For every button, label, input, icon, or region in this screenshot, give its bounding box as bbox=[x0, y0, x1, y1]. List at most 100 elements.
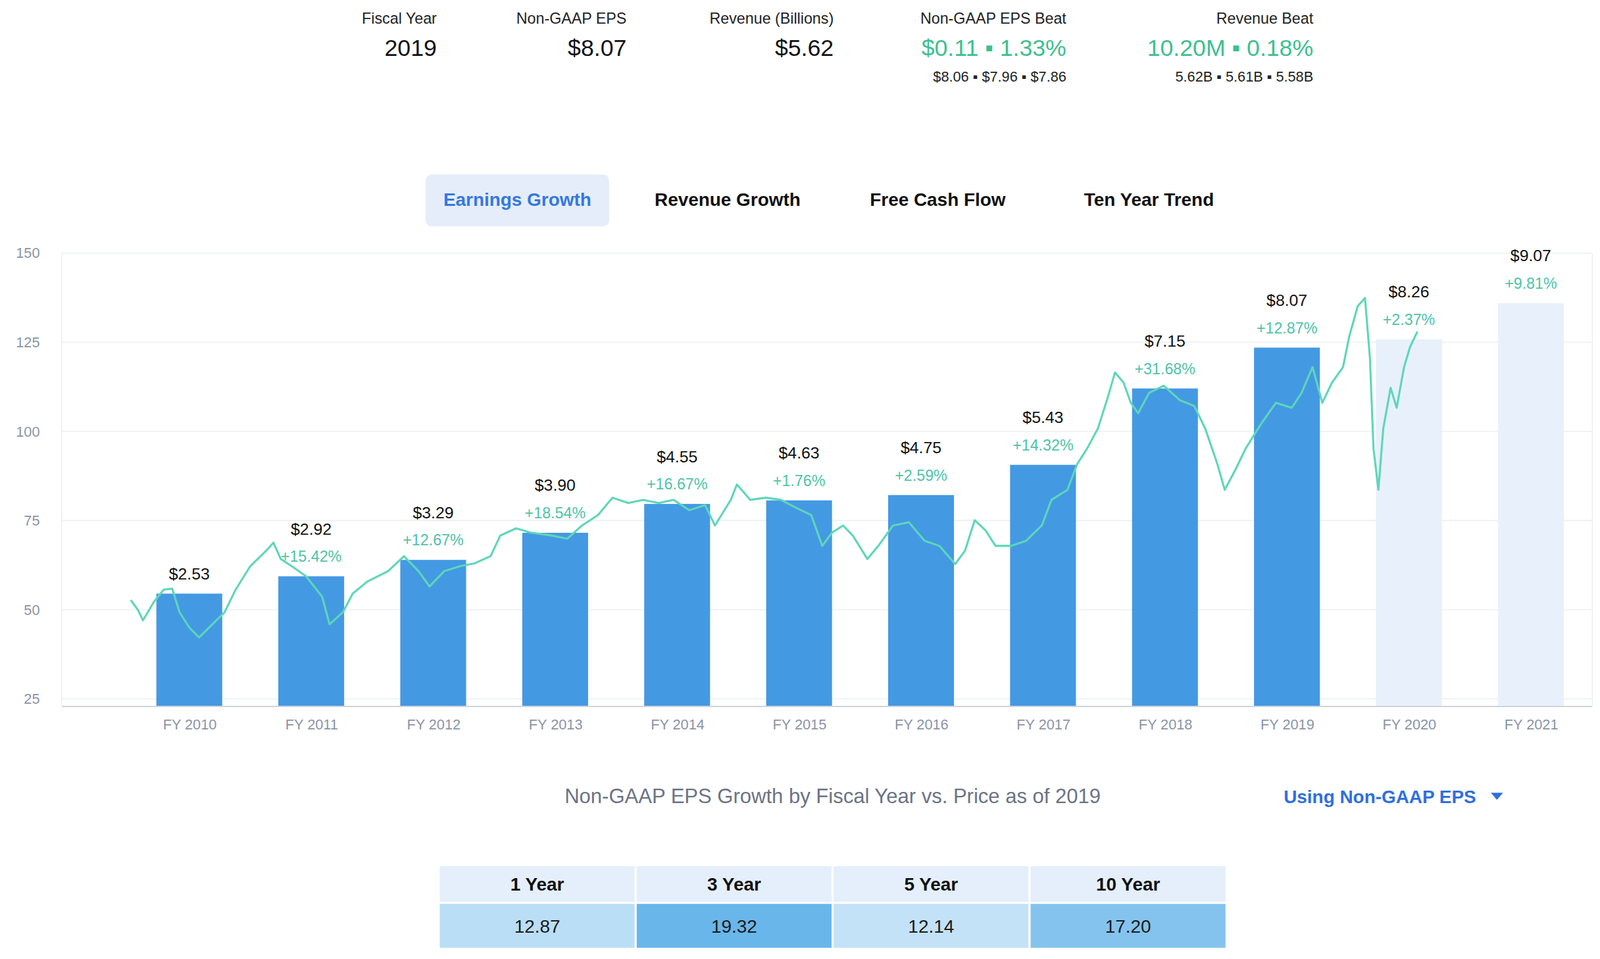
y-axis: 25 50 75 100 125 150 bbox=[15, 244, 62, 708]
tick: 75 bbox=[23, 512, 62, 529]
header-value: 2019 bbox=[384, 34, 437, 62]
tab[interactable]: Earnings Growth bbox=[443, 189, 592, 210]
tick: FY 2011 bbox=[285, 705, 339, 733]
chart-title: Non-GAAP EPS Growth by Fiscal Year vs. P… bbox=[564, 784, 1101, 808]
data-label: $2.92 bbox=[290, 520, 332, 539]
bar bbox=[1375, 339, 1442, 707]
tick-label: FY 2020 bbox=[1382, 716, 1437, 733]
chart: $2.53$2.92+15.42%$3.29+12.67%$3.90+18.54… bbox=[15, 244, 1593, 733]
table-header: 5 Year bbox=[903, 874, 958, 895]
tabs: Earnings Growth Revenue Growth Free Cash F… bbox=[425, 174, 1214, 227]
bar bbox=[1498, 303, 1564, 706]
plot-area bbox=[130, 298, 1564, 706]
header-label: Revenue Beat bbox=[1216, 9, 1314, 27]
growth-label: +31.68% bbox=[1134, 360, 1196, 378]
bar bbox=[888, 495, 954, 707]
tick: FY 2018 bbox=[1138, 705, 1193, 733]
header-value: $0.11 ▪ 1.33% bbox=[921, 34, 1067, 62]
data-label: $8.26 bbox=[1388, 282, 1429, 301]
growth-label: +2.59% bbox=[894, 467, 948, 485]
growth-table: 1 Year3 Year5 Year10 Year12.8719.3212.14… bbox=[438, 865, 1227, 949]
tick-label: 25 bbox=[23, 690, 40, 708]
data-label: $4.63 bbox=[778, 444, 820, 462]
tick: FY 2013 bbox=[528, 705, 583, 733]
tab[interactable]: Revenue Growth bbox=[654, 189, 801, 210]
table-header: 1 Year bbox=[510, 874, 565, 895]
axis-line bbox=[61, 253, 63, 707]
selector[interactable]: Using Non-GAAP EPS bbox=[1283, 786, 1477, 808]
price-line bbox=[130, 298, 1418, 638]
header-value: $5.62 bbox=[775, 34, 834, 62]
header-label: Non-GAAP EPS bbox=[516, 9, 627, 27]
tick-label: FY 2014 bbox=[650, 716, 705, 733]
tick-label: FY 2019 bbox=[1260, 716, 1315, 733]
data-label: $5.43 bbox=[1022, 408, 1064, 427]
tick-label: FY 2013 bbox=[528, 716, 583, 733]
axis-line bbox=[1592, 253, 1594, 707]
tab[interactable]: Ten Year Trend bbox=[1084, 189, 1215, 210]
bar bbox=[278, 576, 345, 706]
table-header-cell bbox=[438, 865, 636, 903]
table-value-cell bbox=[832, 903, 1030, 950]
tick-label: FY 2021 bbox=[1504, 716, 1559, 733]
dropdown-arrow[interactable] bbox=[1490, 792, 1504, 800]
data-label: $3.90 bbox=[534, 476, 576, 495]
tick: 25 bbox=[23, 690, 62, 708]
tick: 125 bbox=[15, 334, 62, 351]
tick: FY 2015 bbox=[773, 705, 827, 733]
growth-label: +15.42% bbox=[280, 548, 342, 566]
grid-line bbox=[61, 430, 1593, 433]
tick-label: FY 2018 bbox=[1138, 716, 1193, 733]
tick-label: 100 bbox=[15, 423, 40, 441]
tick: 150 bbox=[15, 244, 62, 262]
tick: FY 2010 bbox=[163, 705, 218, 733]
table-header: 3 Year bbox=[707, 874, 762, 895]
header-label: Fiscal Year bbox=[361, 9, 437, 27]
tick-label: 50 bbox=[23, 601, 40, 619]
bar bbox=[156, 594, 223, 707]
growth-label: +1.76% bbox=[773, 472, 826, 490]
bar bbox=[1132, 388, 1199, 707]
y2-axis bbox=[1592, 253, 1594, 707]
header: Fiscal Year2019Non-GAAP EPS$8.07Revenue … bbox=[361, 9, 1314, 85]
bar bbox=[644, 503, 710, 706]
growth-label: +12.67% bbox=[402, 531, 464, 549]
data-labels: $2.53$2.92+15.42%$3.29+12.67%$3.90+18.54… bbox=[169, 246, 1558, 583]
tick-label: 150 bbox=[15, 244, 40, 262]
tick: FY 2019 bbox=[1260, 705, 1315, 733]
table-value: 19.32 bbox=[711, 916, 758, 937]
header-detail: 5.62B ▪ 5.61B ▪ 5.58B bbox=[1175, 68, 1314, 85]
bar bbox=[522, 532, 589, 706]
data-label: $2.53 bbox=[169, 565, 210, 583]
tick-label: FY 2012 bbox=[406, 716, 461, 733]
table-header-cell bbox=[1029, 865, 1227, 903]
growth-label: +18.54% bbox=[525, 504, 586, 522]
table-header-cell bbox=[832, 865, 1030, 903]
tick-label: FY 2011 bbox=[285, 716, 339, 733]
bar bbox=[1253, 347, 1320, 706]
table-value: 17.20 bbox=[1105, 916, 1152, 937]
table-value-cell bbox=[438, 903, 636, 950]
active-tab-bg[interactable] bbox=[425, 174, 610, 227]
tick: FY 2020 bbox=[1382, 705, 1437, 733]
growth-label: +9.81% bbox=[1504, 275, 1558, 293]
growth-label: +12.87% bbox=[1256, 319, 1318, 337]
header-label: Non-GAAP EPS Beat bbox=[920, 9, 1067, 27]
data-label: $7.15 bbox=[1144, 332, 1186, 350]
growth-label: +16.67% bbox=[646, 475, 708, 493]
header-detail: $8.06 ▪ $7.96 ▪ $7.86 bbox=[932, 68, 1066, 85]
growth-label: +2.37% bbox=[1382, 311, 1436, 329]
tick: FY 2012 bbox=[406, 705, 461, 733]
table-header-cell bbox=[635, 865, 833, 903]
page: Fiscal Year2019Non-GAAP EPS$8.07Revenue … bbox=[0, 0, 1600, 959]
tick-label: FY 2015 bbox=[773, 716, 827, 733]
tick-label: 125 bbox=[15, 334, 40, 351]
table-value-cell bbox=[635, 903, 833, 950]
background bbox=[0, 0, 1600, 959]
tick: 100 bbox=[15, 423, 62, 441]
data-label: $4.55 bbox=[656, 448, 698, 466]
table-value: 12.14 bbox=[907, 916, 954, 937]
tab[interactable]: Free Cash Flow bbox=[869, 189, 1006, 210]
growth-label: +14.32% bbox=[1012, 436, 1074, 454]
tick: FY 2017 bbox=[1016, 705, 1071, 733]
